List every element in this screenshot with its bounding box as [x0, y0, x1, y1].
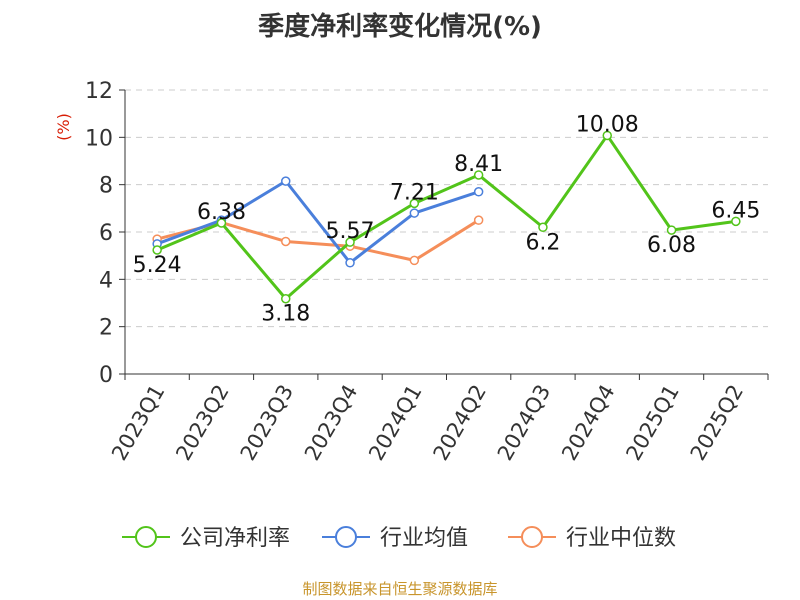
data-label: 6.2	[525, 230, 560, 255]
x-tick-label: 2024Q3	[493, 381, 555, 465]
y-tick-label: 0	[99, 363, 113, 388]
data-point	[538, 222, 548, 233]
data-point	[409, 255, 420, 266]
data-point	[409, 198, 420, 209]
data-label: 5.24	[133, 253, 182, 278]
data-point	[473, 170, 484, 180]
data-point	[281, 293, 291, 304]
x-tick-label: 2024Q1	[364, 381, 426, 465]
data-label: 6.08	[647, 233, 696, 258]
data-point	[666, 225, 677, 235]
legend-label-2: 行业中位数	[566, 526, 676, 551]
y-tick-label: 12	[85, 79, 113, 104]
x-tick-label: 2023Q4	[300, 381, 362, 465]
data-point	[731, 216, 741, 227]
x-tick-label: 2023Q3	[236, 381, 298, 465]
data-point	[409, 208, 420, 218]
y-tick-label: 8	[99, 174, 113, 199]
x-tick-label: 2023Q2	[171, 381, 233, 465]
y-tick-label: 4	[99, 268, 113, 293]
data-label: 6.45	[711, 198, 760, 223]
legend-marker-2	[521, 526, 543, 548]
data-point	[602, 130, 612, 141]
legend-label-0: 公司净利率	[180, 526, 290, 551]
legend-label-1: 行业均值	[380, 526, 468, 551]
data-label: 8.41	[454, 152, 503, 177]
x-tick-label: 2024Q2	[429, 381, 491, 465]
data-point	[281, 236, 291, 247]
x-tick-label: 2025Q1	[621, 381, 683, 465]
y-tick-label: 6	[99, 221, 113, 246]
data-label: 3.18	[261, 302, 310, 327]
data-label: 7.21	[390, 180, 439, 205]
data-label: 10.08	[576, 112, 639, 137]
series-line-1	[156, 179, 480, 265]
series-line-0	[156, 133, 737, 301]
legend-marker-1	[335, 526, 357, 548]
data-point	[281, 176, 291, 186]
data-point	[473, 215, 484, 225]
data-label: 6.38	[197, 200, 246, 225]
y-tick-label: 2	[99, 316, 113, 341]
data-point	[473, 187, 484, 197]
x-tick-label: 2025Q2	[686, 381, 748, 465]
y-tick-label: 10	[85, 126, 113, 151]
data-label: 5.57	[326, 219, 375, 244]
data-point	[216, 218, 227, 228]
x-tick-label: 2024Q4	[557, 381, 619, 465]
data-point	[152, 245, 162, 255]
x-tick-label: 2023Q1	[107, 381, 169, 465]
data-source-note: 制图数据来自恒生聚源数据库	[302, 580, 498, 598]
chart-title: 季度净利率变化情况(%)	[258, 12, 542, 42]
data-point	[345, 258, 355, 268]
data-point	[345, 237, 355, 247]
legend-marker-0	[135, 526, 157, 548]
y-axis-unit-label: (%)	[54, 113, 73, 141]
